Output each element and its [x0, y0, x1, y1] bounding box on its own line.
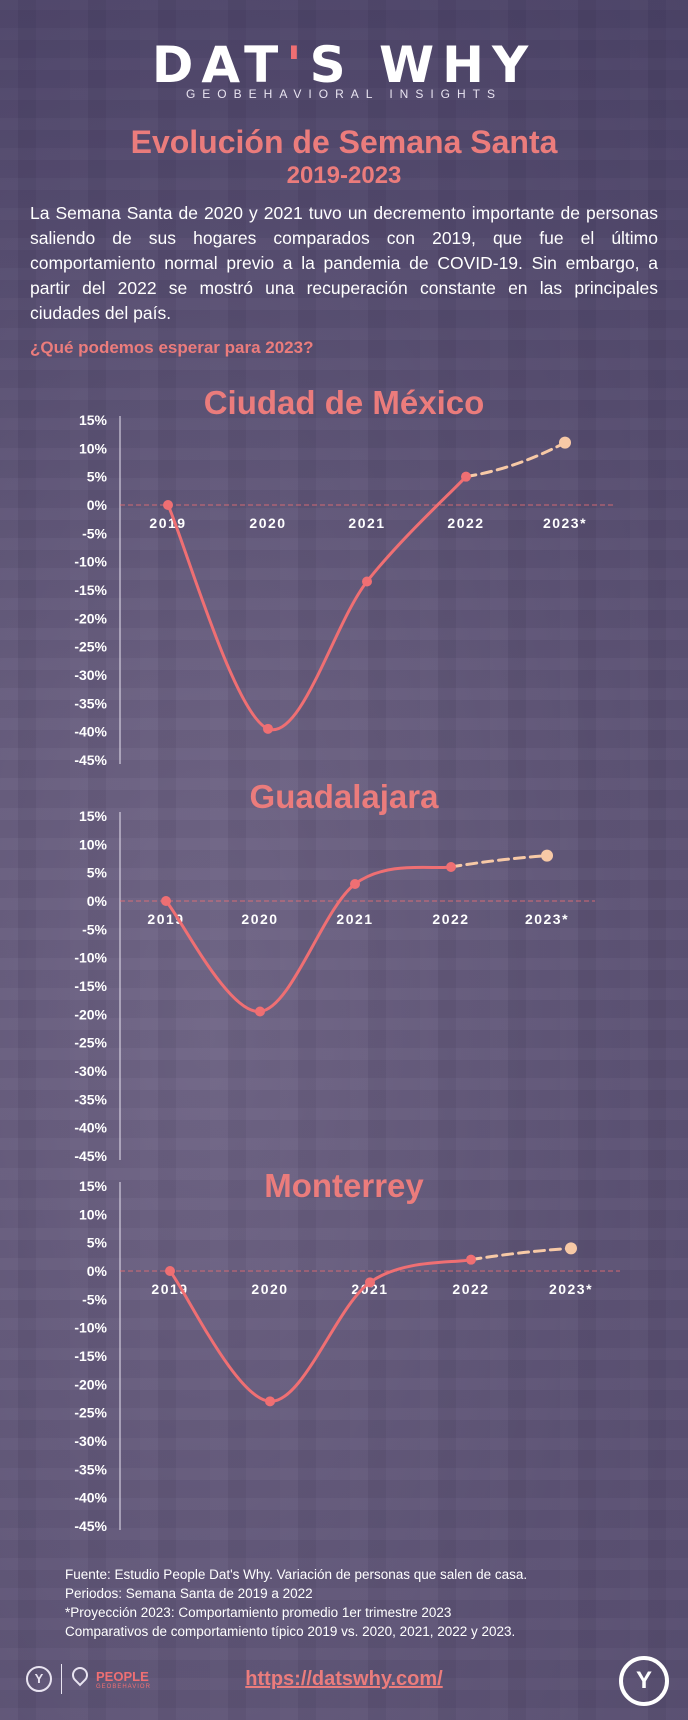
y-tick-label: -45%	[74, 752, 107, 768]
y-tick-label: 5%	[87, 1235, 108, 1251]
y-tick-label: 10%	[79, 836, 108, 852]
footer-divider	[61, 1664, 62, 1694]
data-point	[362, 576, 372, 587]
data-point	[161, 896, 171, 906]
x-tick-label: 2022	[447, 515, 484, 531]
x-tick-label: 2019	[149, 515, 186, 531]
y-tick-label: -40%	[74, 724, 107, 740]
y-tick-label: -10%	[74, 1320, 107, 1336]
y-tick-label: -30%	[74, 667, 107, 683]
y-tick-label: -20%	[74, 610, 107, 626]
y-tick-label: -15%	[74, 978, 107, 994]
page-subtitle: 2019-2023	[286, 162, 402, 189]
note-line: Periodos: Semana Santa de 2019 a 2022	[65, 1586, 313, 1601]
y-tick-label: 10%	[79, 1206, 108, 1222]
y-tick-label: 15%	[79, 412, 108, 428]
data-point	[365, 1277, 375, 1288]
intro-paragraph: La Semana Santa de 2020 y 2021 tuvo un d…	[30, 203, 658, 323]
y-tick-label: -5%	[82, 1291, 107, 1307]
x-tick-label: 2023*	[549, 1281, 593, 1297]
y-tick-label: -30%	[74, 1063, 107, 1079]
y-tick-label: 0%	[87, 1263, 108, 1279]
source-notes: Fuente: Estudio People Dat's Why. Variac…	[65, 1565, 527, 1641]
chart-title-guadalajara: Guadalajara	[249, 778, 439, 815]
data-point	[466, 1254, 476, 1265]
website-link[interactable]: https://datswhy.com/	[245, 1668, 443, 1690]
people-brand: PEOPLE	[96, 1669, 149, 1684]
data-point	[541, 849, 553, 862]
y-tick-label: -35%	[74, 1091, 107, 1107]
note-line: Comparativos de comportamiento típico 20…	[65, 1624, 516, 1639]
x-tick-label: 2021	[336, 911, 373, 927]
y-tick-label: -5%	[82, 525, 107, 541]
y-tick-label: -35%	[74, 695, 107, 711]
y-tick-label: -25%	[74, 1405, 107, 1421]
y-tick-label: 10%	[79, 440, 108, 456]
series-line-actual	[166, 475, 468, 732]
data-point	[163, 500, 173, 510]
y-tick-label: -40%	[74, 1490, 107, 1506]
data-point	[350, 879, 360, 889]
logo-text-part1: DAT	[151, 36, 287, 94]
x-tick-label: 2022	[452, 1281, 489, 1297]
x-tick-label: 2021	[348, 515, 385, 531]
series-line-actual	[164, 865, 453, 1014]
y-tick-label: -35%	[74, 1461, 107, 1477]
x-tick-label: 2020	[251, 1281, 288, 1297]
chart-cdmx: 15% 10% 5% 0% -5% -10% -15% -20% -25% -30% -35% -40…	[74, 412, 615, 768]
data-point	[461, 471, 471, 482]
y-tick-label: -5%	[82, 921, 107, 937]
y-tick-label: -20%	[74, 1376, 107, 1392]
datswhy-badge-icon: Y	[619, 1656, 669, 1706]
y-tick-label: 0%	[87, 893, 108, 909]
y-tick-label: -40%	[74, 1120, 107, 1136]
data-point	[263, 723, 273, 734]
y-tick-label: 5%	[87, 469, 108, 485]
y-tick-label: 5%	[87, 865, 108, 881]
people-brand-sub: GEOBEHAVIOR	[96, 1684, 151, 1690]
data-point	[255, 1006, 265, 1017]
chart-monterrey: 15% 10% 5% 0% -5% -10% -15% -20% -25% -30% -35% -40…	[74, 1178, 620, 1534]
chart-title-monterrey: Monterrey	[264, 1167, 424, 1204]
logo-text-part2: S WHY	[309, 36, 537, 94]
data-point	[559, 436, 571, 449]
series-line-projection	[464, 441, 567, 479]
y-tick-label: 15%	[79, 808, 108, 824]
y-tick-label: -45%	[74, 1518, 107, 1534]
x-tick-label: 2022	[432, 911, 469, 927]
tagline: GEOBEHAVIORAL INSIGHTS	[185, 87, 503, 101]
data-point	[565, 1242, 577, 1255]
series-line-projection	[469, 1246, 573, 1262]
y-tick-label: 15%	[79, 1178, 108, 1194]
x-tick-label: 2023*	[525, 911, 569, 927]
y-tick-label: 0%	[87, 497, 108, 513]
data-point	[165, 1266, 175, 1276]
x-tick-label: 2020	[241, 911, 278, 927]
y-tick-label: -10%	[74, 950, 107, 966]
page-title: Evolución de Semana Santa	[130, 124, 558, 160]
x-tick-label: 2023*	[543, 515, 587, 531]
chart-title-cdmx: Ciudad de México	[203, 384, 485, 421]
y-tick-label: -25%	[74, 639, 107, 655]
y-tick-label: -30%	[74, 1433, 107, 1449]
chart-guadalajara: 15% 10% 5% 0% -5% -10% -15% -20% -25% -30% -35% -40…	[74, 808, 595, 1164]
y-tick-label: -15%	[74, 582, 107, 598]
y-tick-label: -20%	[74, 1006, 107, 1022]
question-heading: ¿Qué podemos esperar para 2023?	[30, 338, 314, 357]
series-line-projection	[449, 854, 549, 869]
y-tick-label: -15%	[74, 1348, 107, 1364]
logo-apostrophe: '	[286, 36, 310, 94]
y-tick-label: -45%	[74, 1148, 107, 1164]
y-tick-label: -25%	[74, 1035, 107, 1051]
y-tick-label: -10%	[74, 554, 107, 570]
note-line: *Proyección 2023: Comportamiento promedi…	[65, 1605, 452, 1620]
series-line-actual	[168, 1258, 473, 1403]
datswhy-small-logo-icon: Y	[26, 1666, 52, 1692]
logo: DAT'S WHY	[0, 36, 688, 94]
x-tick-label: 2020	[249, 515, 286, 531]
data-point	[265, 1396, 275, 1407]
note-line: Fuente: Estudio People Dat's Why. Variac…	[65, 1567, 528, 1582]
data-point	[446, 862, 456, 872]
